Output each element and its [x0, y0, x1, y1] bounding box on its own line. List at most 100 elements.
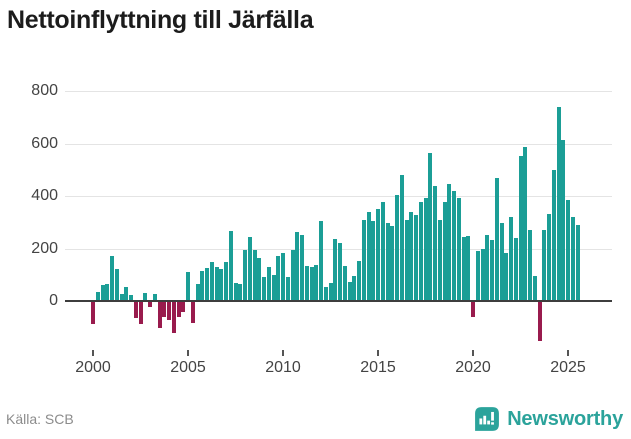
x-label-2025: 2025 — [550, 359, 586, 376]
bar-2024Q4 — [561, 139, 566, 300]
x-tick-2000 — [92, 350, 94, 356]
bar-2015Q3 — [385, 222, 390, 300]
x-axis-zero-line — [65, 300, 612, 302]
brand-name: Newsworthy — [507, 407, 623, 430]
bar-2022Q1 — [509, 217, 513, 300]
bar-2018Q3 — [442, 202, 447, 300]
bar-2022Q2 — [513, 238, 518, 300]
bar-2022Q3 — [518, 155, 523, 300]
bar-2014Q4 — [371, 221, 376, 300]
bar-2015Q1 — [376, 209, 380, 300]
bar-2023Q1 — [528, 230, 532, 300]
bar-2007Q2 — [228, 230, 233, 300]
bar-2001Q1 — [110, 255, 114, 300]
bar-2002Q4 — [143, 292, 148, 300]
bar-2016Q1 — [395, 194, 399, 300]
bar-2021Q4 — [504, 253, 509, 300]
bar-2015Q2 — [380, 201, 385, 300]
bar-2021Q2 — [494, 177, 499, 300]
x-label-2000: 2000 — [75, 359, 111, 376]
bar-2016Q2 — [399, 174, 404, 300]
x-label-2020: 2020 — [455, 359, 491, 376]
bar-2009Q4 — [276, 255, 281, 300]
bar-2009Q3 — [271, 275, 276, 300]
bar-2019Q3 — [461, 237, 466, 300]
bar-2011Q3 — [309, 267, 314, 300]
bar-2006Q3 — [214, 266, 219, 300]
bar-2013Q4 — [352, 275, 357, 300]
x-label-2010: 2010 — [265, 359, 301, 376]
bar-2003Q4 — [162, 302, 167, 317]
bar-2003Q3 — [157, 302, 162, 328]
bar-2002Q3 — [138, 302, 143, 325]
y-label-0: 0 — [49, 292, 58, 309]
y-label-400: 400 — [31, 187, 58, 205]
bar-2017Q3 — [423, 197, 428, 300]
x-tick-2010 — [282, 350, 284, 356]
bar-2004Q1 — [167, 302, 171, 321]
bar-2012Q2 — [323, 287, 328, 300]
bar-2025Q2 — [570, 216, 575, 300]
bar-2016Q3 — [404, 220, 409, 300]
bar-2017Q4 — [428, 153, 433, 300]
bar-2007Q3 — [233, 283, 238, 300]
bar-2000Q4 — [105, 284, 110, 300]
bar-2021Q1 — [490, 239, 494, 300]
bar-2008Q4 — [257, 258, 262, 300]
bar-2007Q4 — [238, 284, 243, 300]
bar-2006Q2 — [209, 262, 214, 300]
bar-2013Q2 — [342, 266, 347, 300]
bar-2025Q3 — [575, 225, 580, 300]
bar-2012Q4 — [333, 238, 338, 300]
bar-2017Q1 — [414, 215, 418, 300]
bar-2004Q3 — [176, 302, 181, 317]
bar-2000Q2 — [95, 292, 100, 300]
bar-2011Q1 — [300, 235, 304, 300]
bar-2004Q2 — [171, 302, 176, 333]
bar-2016Q4 — [409, 211, 414, 300]
bar-2023Q3 — [537, 302, 542, 341]
bar-2005Q3 — [195, 284, 200, 300]
x-tick-2005 — [187, 350, 189, 356]
bar-2019Q4 — [466, 235, 471, 300]
bar-2014Q1 — [357, 261, 361, 300]
bar-2007Q1 — [224, 261, 228, 300]
bar-2024Q1 — [547, 213, 551, 300]
bar-2008Q2 — [247, 237, 252, 300]
bar-2005Q2 — [190, 302, 195, 323]
bar-2021Q3 — [499, 222, 504, 300]
bar-2013Q1 — [338, 243, 342, 300]
bar-2020Q4 — [485, 234, 490, 300]
bar-2022Q4 — [523, 146, 528, 300]
bar-2001Q3 — [119, 293, 124, 300]
bar-2009Q2 — [266, 266, 271, 300]
bar-2005Q1 — [186, 271, 190, 300]
x-label-2005: 2005 — [170, 359, 206, 376]
bar-2008Q3 — [252, 250, 257, 300]
bar-2005Q4 — [200, 270, 205, 300]
bar-2025Q1 — [566, 199, 570, 300]
x-tick-2020 — [472, 350, 474, 356]
bar-2020Q2 — [475, 251, 480, 300]
source-label: Källa: SCB — [6, 411, 74, 427]
bar-2006Q1 — [205, 268, 209, 300]
chart-title: Nettoinflyttning till Järfälla — [7, 6, 314, 34]
bar-2003Q2 — [152, 294, 157, 300]
bar-2010Q1 — [281, 252, 285, 300]
bar-2011Q2 — [304, 266, 309, 300]
y-label-600: 600 — [31, 134, 58, 152]
bar-2008Q1 — [243, 249, 247, 300]
bar-2003Q1 — [148, 302, 152, 307]
bar-2004Q4 — [181, 302, 186, 313]
bar-2002Q1 — [129, 295, 133, 300]
bar-2011Q4 — [314, 264, 319, 300]
bar-2020Q1 — [471, 302, 475, 318]
bar-2006Q4 — [219, 269, 224, 300]
bar-2001Q2 — [114, 269, 119, 300]
bar-2018Q2 — [437, 220, 442, 300]
x-label-2015: 2015 — [360, 359, 396, 376]
gridline-600 — [65, 143, 612, 145]
bar-2018Q1 — [433, 186, 437, 300]
y-label-200: 200 — [31, 239, 58, 257]
bar-2017Q2 — [418, 202, 423, 300]
